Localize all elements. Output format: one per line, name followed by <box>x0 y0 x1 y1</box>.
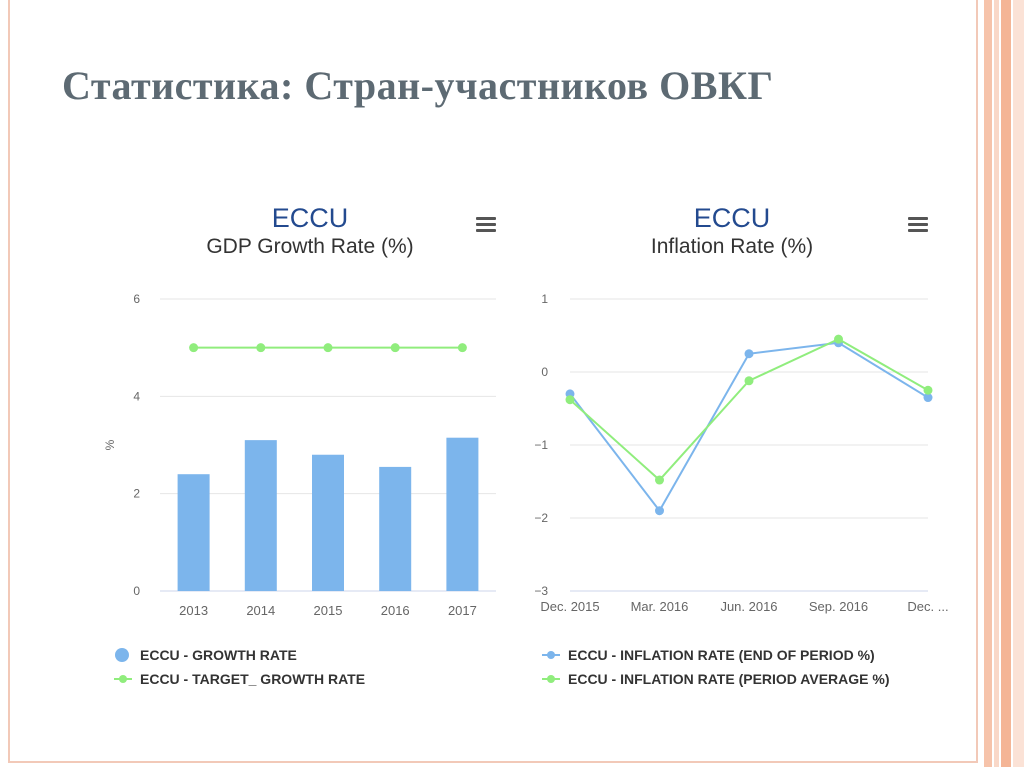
x-tick-label: Jun. 2016 <box>720 599 777 614</box>
slide-title: Статистика: Стран-участников ОВКГ <box>62 63 774 108</box>
target-point <box>390 343 400 353</box>
x-tick-label: 2013 <box>179 603 208 618</box>
legend-line-marker-icon <box>542 651 560 659</box>
x-tick-label: Mar. 2016 <box>631 599 689 614</box>
bar <box>446 437 479 591</box>
chart-subtitle: GDP Growth Rate (%) <box>206 235 414 258</box>
y-tick-label: −3 <box>534 584 548 598</box>
legend-item-inflation-period-average[interactable]: ECCU - INFLATION RATE (PERIOD AVERAGE %) <box>542 667 889 691</box>
decorative-stripe <box>1013 0 1024 767</box>
y-axis-label: % <box>103 439 117 450</box>
hamburger-menu-icon[interactable] <box>476 217 496 233</box>
target-point <box>323 343 333 353</box>
x-tick-label: Sep. 2016 <box>809 599 868 614</box>
chart-legend: ECCU - GROWTH RATE ECCU - TARGET_ GROWTH… <box>114 643 365 691</box>
data-point <box>655 475 664 485</box>
data-point <box>744 349 754 359</box>
legend-item-growth-rate[interactable]: ECCU - GROWTH RATE <box>114 643 365 667</box>
x-tick-label: 2017 <box>448 603 477 618</box>
y-tick-label: 1 <box>541 292 548 306</box>
decorative-stripe <box>1001 0 1011 767</box>
gdp-growth-chart-panel: ECCU GDP Growth Rate (%) 0 2 4 6% 2013 2014 20… <box>90 195 530 695</box>
chart-title: ECCU <box>271 203 349 233</box>
inflation-end-of-period-line <box>569 341 929 513</box>
y-tick-label: 0 <box>541 365 548 379</box>
y-tick-label: −1 <box>534 438 548 452</box>
x-tick-label: 2015 <box>314 603 343 618</box>
legend-label: ECCU - GROWTH RATE <box>140 647 297 663</box>
slide-frame <box>8 0 978 763</box>
data-point <box>744 376 754 386</box>
chart-legend: ECCU - INFLATION RATE (END OF PERIOD %) … <box>542 643 889 691</box>
legend-item-inflation-end-of-period[interactable]: ECCU - INFLATION RATE (END OF PERIOD %) <box>542 643 889 667</box>
x-tick-label: 2016 <box>381 603 410 618</box>
x-tick-label: Dec. ... <box>907 599 948 614</box>
data-point <box>923 393 933 403</box>
y-tick-label: 6 <box>133 292 140 306</box>
inflation-period-average-line <box>569 338 929 482</box>
chart-title: ECCU <box>693 203 771 233</box>
legend-line-marker-icon <box>114 675 132 683</box>
y-tick-label: 4 <box>133 389 140 403</box>
decorative-stripe <box>994 0 999 767</box>
y-tick-label: 0 <box>133 584 140 598</box>
chart-subtitle: Inflation Rate (%) <box>650 235 814 258</box>
bar <box>177 474 210 591</box>
data-point <box>834 334 843 344</box>
data-point <box>565 395 575 405</box>
x-tick-label: Dec. 2015 <box>540 599 599 614</box>
legend-label: ECCU - INFLATION RATE (END OF PERIOD %) <box>568 647 875 663</box>
legend-circle-icon <box>115 648 129 662</box>
inflation-chart-panel: ECCU Inflation Rate (%) −3 −2 −1 0 1 Dec. 201… <box>512 195 952 695</box>
bar <box>379 466 412 591</box>
legend-item-target-growth-rate[interactable]: ECCU - TARGET_ GROWTH RATE <box>114 667 365 691</box>
x-tick-label: 2014 <box>246 603 275 618</box>
legend-label: ECCU - INFLATION RATE (PERIOD AVERAGE %) <box>568 671 890 687</box>
target-point <box>256 343 266 353</box>
legend-label: ECCU - TARGET_ GROWTH RATE <box>140 671 366 687</box>
inflation-plot: −3 −2 −1 0 1 Dec. 2015 Mar. 2016 Jun. 2016 Sep. … <box>534 292 948 614</box>
decorative-stripe <box>984 0 992 767</box>
y-tick-label: −2 <box>534 511 548 525</box>
legend-line-marker-icon <box>542 675 560 683</box>
data-point <box>655 506 664 516</box>
data-point <box>923 385 933 395</box>
target-point <box>189 343 199 353</box>
bar <box>244 440 277 591</box>
y-tick-label: 2 <box>133 487 140 501</box>
hamburger-menu-icon[interactable] <box>908 217 928 233</box>
target-point <box>457 343 467 353</box>
gdp-growth-plot: 0 2 4 6% 2013 2014 2015 2016 2017 <box>103 292 496 618</box>
bar <box>312 454 344 591</box>
